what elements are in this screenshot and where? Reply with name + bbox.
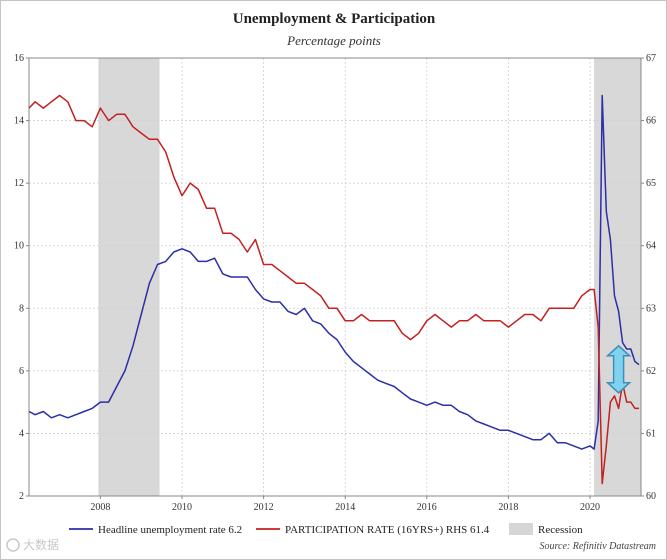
data-series xyxy=(28,94,640,485)
plot-frame xyxy=(28,57,642,497)
right-tick-label: 61 xyxy=(646,428,656,439)
legend-label: Headline unemployment rate 6.2 xyxy=(98,524,242,536)
participation-rate-line xyxy=(28,94,639,485)
left-tick-label: 2 xyxy=(19,491,24,502)
x-tick-label: 2016 xyxy=(417,502,437,513)
right-tick-label: 64 xyxy=(646,241,656,252)
annotation-arrow xyxy=(605,344,632,394)
left-tick-label: 12 xyxy=(14,178,24,189)
legend-box-swatch xyxy=(509,523,533,535)
watermark-logo-icon xyxy=(6,538,20,552)
x-tick-label: 2014 xyxy=(335,502,355,513)
x-axis-ticks: 2008 2010 2012 2014 2016 2018 2020 xyxy=(90,496,600,513)
x-tick-label: 2010 xyxy=(172,502,192,513)
x-tick-label: 2018 xyxy=(498,502,518,513)
watermark-text: 大数据 xyxy=(23,537,59,552)
left-tick-label: 14 xyxy=(14,116,24,127)
legend-label: PARTICIPATION RATE (16YRS+) RHS 61.4 xyxy=(285,524,490,536)
recession-bands xyxy=(98,58,641,496)
source-note: Source: Refinitiv Datastream xyxy=(540,541,656,552)
x-tick-label: 2012 xyxy=(254,502,274,513)
legend: Headline unemployment rate 6.2 PARTICIPAT… xyxy=(69,523,583,536)
right-tick-label: 60 xyxy=(646,491,656,502)
right-tick-label: 63 xyxy=(646,303,656,314)
left-tick-label: 16 xyxy=(14,53,24,64)
x-tick-label: 2020 xyxy=(580,502,600,513)
right-tick-label: 62 xyxy=(646,366,656,377)
right-tick-label: 66 xyxy=(646,116,656,127)
unemployment-rate-line xyxy=(28,94,640,450)
left-tick-label: 8 xyxy=(19,303,24,314)
right-tick-label: 67 xyxy=(646,53,656,64)
chart-subtitle: Percentage points xyxy=(286,33,381,48)
left-axis-ticks: 2 4 6 8 10 12 14 16 xyxy=(14,53,29,502)
recession-band xyxy=(98,58,160,496)
chart-title: Unemployment & Participation xyxy=(233,11,436,27)
legend-label: Recession xyxy=(538,524,583,536)
double-arrow-icon xyxy=(605,344,632,394)
left-tick-label: 10 xyxy=(14,241,24,252)
watermark: 大数据 xyxy=(6,537,59,552)
right-axis-ticks: 60 61 62 63 64 65 66 67 xyxy=(641,53,656,502)
left-tick-label: 4 xyxy=(19,428,24,439)
left-tick-label: 6 xyxy=(19,366,24,377)
x-tick-label: 2008 xyxy=(90,502,110,513)
right-tick-label: 65 xyxy=(646,178,656,189)
